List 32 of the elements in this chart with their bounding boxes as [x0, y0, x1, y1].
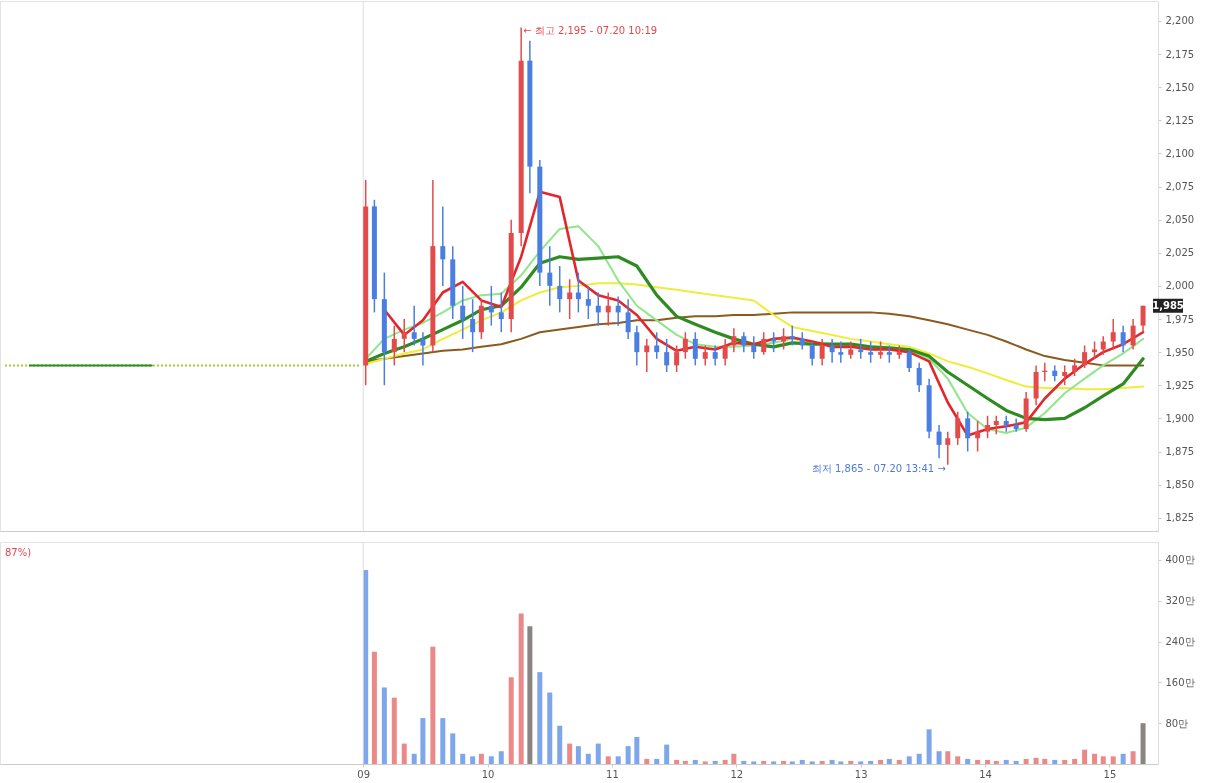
x-tick-label: 10	[481, 768, 495, 780]
y-tick-label: 1,850	[1165, 479, 1195, 491]
x-tick-label: 13	[854, 768, 868, 780]
annotation: 최저 1,865 - 07.20 13:41 →	[811, 462, 946, 474]
y-tick-label: 1,975	[1165, 313, 1195, 325]
x-tick-label: 11	[606, 768, 619, 780]
y-tick-label: 2,200	[1165, 15, 1195, 27]
x-tick-label: 12	[730, 768, 744, 780]
y-tick-label: 1,900	[1165, 412, 1195, 424]
y-tick-label: 320만	[1165, 595, 1195, 607]
y-tick-label: 400만	[1165, 554, 1195, 566]
x-tick-label: 14	[979, 768, 992, 780]
annotation: ← 최고 2,195 - 07.20 10:19	[523, 24, 658, 36]
y-tick-label: 2,000	[1165, 280, 1195, 292]
y-tick-label: 80만	[1165, 717, 1189, 729]
annotation: 1,985	[1152, 299, 1184, 311]
y-tick-label: 2,175	[1165, 48, 1195, 60]
y-tick-label: 2,150	[1165, 81, 1195, 93]
y-tick-label: 240만	[1165, 636, 1195, 648]
y-tick-label: 2,125	[1165, 114, 1195, 126]
y-tick-label: 2,075	[1165, 181, 1195, 192]
annotation: 87%)	[5, 547, 32, 558]
y-tick-label: 2,025	[1165, 247, 1195, 259]
y-tick-label: 160만	[1165, 676, 1195, 688]
y-tick-label: 1,825	[1165, 512, 1195, 524]
x-tick-label: 15	[1103, 768, 1117, 780]
x-tick-label: 09	[357, 768, 371, 780]
y-tick-label: 2,100	[1165, 147, 1195, 159]
y-tick-label: 2,050	[1165, 214, 1195, 226]
y-tick-label: 1,875	[1165, 446, 1195, 457]
y-tick-label: 1,925	[1165, 379, 1195, 391]
y-tick-label: 1,950	[1165, 346, 1195, 358]
